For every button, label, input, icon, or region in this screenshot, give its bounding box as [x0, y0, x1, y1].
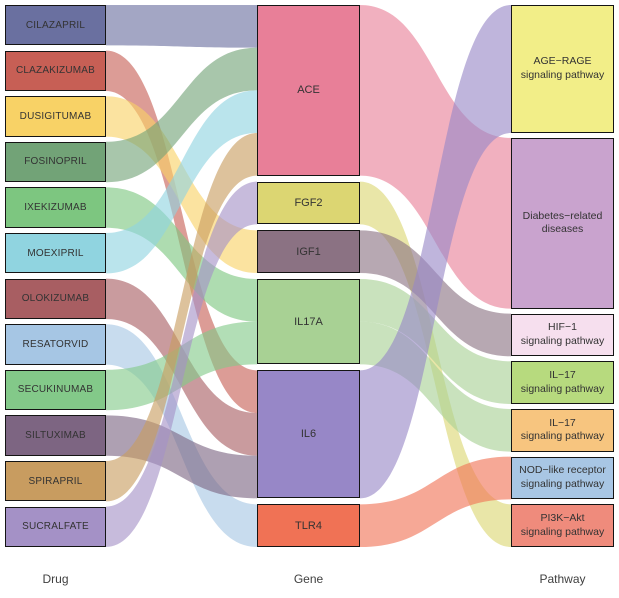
node-cilazapril: CILAZAPRIL [5, 5, 106, 46]
node-label: RESATORVID [22, 338, 89, 350]
flow-ace-diabetes-related-diseases [360, 5, 511, 309]
node-tlr4: TLR4 [257, 504, 360, 547]
node-sucralfate: SUCRALFATE [5, 506, 106, 547]
node-hif-1-signaling-pathway: HIF−1 signaling pathway [511, 313, 614, 357]
axis-label-drug: Drug [42, 572, 69, 586]
node-label: SILTUXIMAB [25, 430, 86, 442]
node-label: IL−17 [549, 369, 576, 382]
flow-tlr4-nod-like-receptor-signaling-pathway [360, 456, 511, 547]
node-label: PI3K−Akt [540, 512, 585, 525]
node-dusigitumab: DUSIGITUMAB [5, 96, 106, 137]
node-label: FOSINOPRIL [24, 156, 87, 168]
node-secukinumab: SECUKINUMAB [5, 369, 106, 411]
node-nod-like-receptor-signaling-pathway: NOD−like receptor signaling pathway [511, 456, 614, 500]
node-label: signaling pathway [520, 69, 605, 81]
flow-sucralfate-fgf2 [106, 181, 257, 547]
node-fosinopril: FOSINOPRIL [5, 141, 106, 183]
node-label: SECUKINUMAB [17, 384, 94, 396]
flow-il17a-il-17-signaling-pathway [360, 279, 511, 404]
node-ixekizumab: IXEKIZUMAB [5, 187, 106, 228]
axis-label-gene: Gene [293, 572, 324, 586]
node-label: DUSIGITUMAB [19, 110, 92, 122]
node-label: IXEKIZUMAB [24, 202, 87, 214]
node-label: SPIRAPRIL [28, 475, 83, 487]
node-label: IL−17 [549, 416, 576, 429]
node-label: OLOKIZUMAB [21, 293, 90, 305]
node-label: IL17A [294, 315, 323, 328]
node-resatorvid: RESATORVID [5, 324, 106, 365]
node-label: signaling pathway [520, 382, 605, 395]
node-pi3k-akt-signaling-pathway: PI3K−Akt signaling pathway [511, 504, 614, 547]
node-moexipril: MOEXIPRIL [5, 233, 106, 274]
flow-clazakizumab-il6 [106, 50, 257, 413]
node-label: NOD−like receptor [519, 464, 606, 477]
node-label: ACE [297, 84, 320, 97]
node-label: HIF−1 [548, 321, 577, 334]
node-label: SUCRALFATE [22, 521, 89, 533]
node-age-rage-signaling-pathway: AGE−RAGE signaling pathway [511, 5, 614, 133]
node-spirapril: SPIRAPRIL [5, 461, 106, 502]
node-label: TLR4 [295, 519, 322, 532]
node-il17a: IL17A [257, 279, 360, 365]
node-label: AGE−RAGE [533, 55, 592, 68]
node-label: signaling pathway [520, 525, 605, 538]
flow-moexipril-ace [106, 90, 257, 274]
node-il-17-signaling-pathway: IL−17 signaling pathway [511, 361, 614, 404]
node-il-17-signaling-pathway: IL−17 signaling pathway [511, 409, 614, 452]
node-il6: IL6 [257, 370, 360, 499]
axis-label-pathway: Pathway [539, 572, 586, 586]
flow-fgf2-pi3k-akt-signaling-pathway [360, 181, 511, 547]
node-igf1: IGF1 [257, 230, 360, 273]
node-label: signaling pathway [520, 334, 605, 347]
flow-cilazapril-ace [106, 5, 257, 48]
node-label: diseases [541, 223, 584, 236]
node-label: MOEXIPRIL [27, 247, 84, 259]
node-siltuximab: SILTUXIMAB [5, 415, 106, 456]
node-clazakizumab: CLAZAKIZUMAB [5, 50, 106, 91]
node-label: CLAZAKIZUMAB [15, 65, 96, 77]
node-fgf2: FGF2 [257, 181, 360, 225]
flow-spirapril-ace [106, 133, 257, 502]
node-olokizumab: OLOKIZUMAB [5, 278, 106, 319]
flow-il6-age-rage-signaling-pathway [360, 5, 511, 499]
node-label: IGF1 [296, 245, 321, 258]
flow-fosinopril-ace [106, 47, 257, 183]
node-label: CILAZAPRIL [25, 19, 86, 31]
node-label: IL6 [300, 428, 317, 441]
node-label: FGF2 [294, 196, 323, 209]
node-label: Diabetes−related [522, 209, 603, 222]
node-ace: ACE [257, 5, 360, 176]
node-label: signaling pathway [520, 430, 605, 443]
node-label: signaling pathway [520, 477, 605, 490]
node-diabetes-related-diseases: Diabetes−related diseases [511, 138, 614, 309]
